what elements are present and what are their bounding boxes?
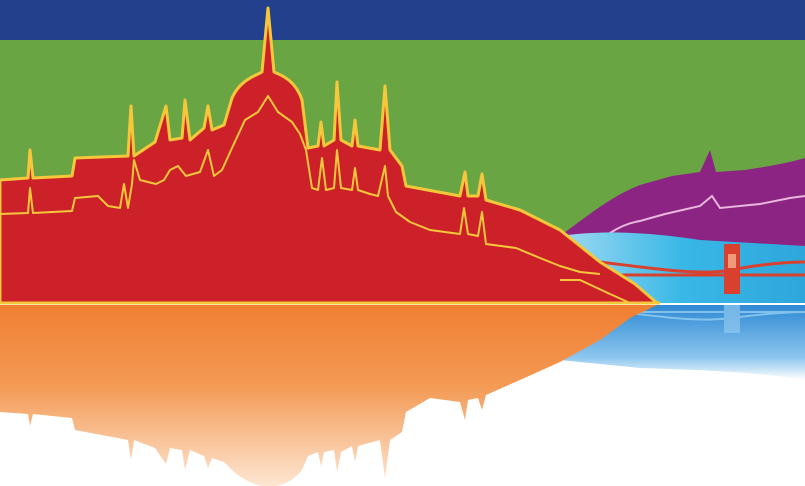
top-blue-band	[0, 0, 805, 40]
parliament-reflection	[0, 305, 657, 486]
parliament-base-step	[560, 279, 631, 304]
chain-bridge	[590, 244, 805, 294]
parliament-inner-outline	[0, 95, 601, 275]
parliament-building	[0, 6, 659, 305]
bridge-reflection	[619, 305, 805, 333]
